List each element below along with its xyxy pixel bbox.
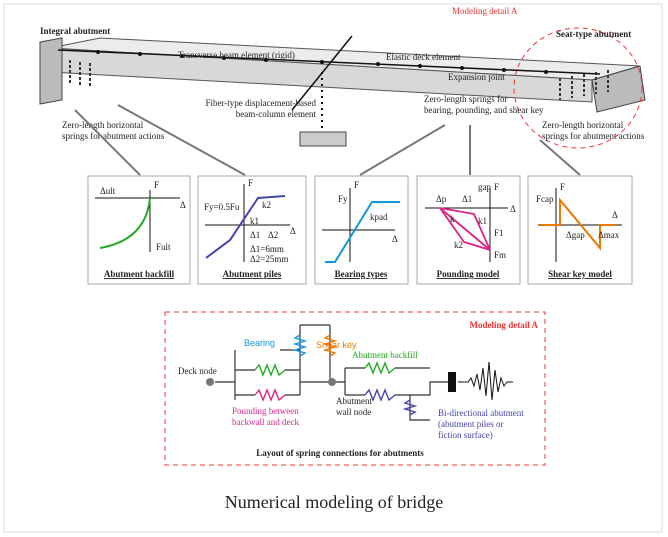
left-springs-label: springs for abutment actions: [62, 131, 165, 141]
axis-label: Fy=0.5Fu: [204, 202, 240, 212]
joint-label: Expansion joint: [448, 72, 505, 82]
fiber-label: beam-column element: [236, 109, 317, 119]
axis-label: Δ1: [250, 230, 260, 240]
detail-tag: Modeling detail A: [452, 6, 518, 16]
bidir-label: fiction surface): [438, 430, 493, 440]
axis-label: k1: [250, 216, 259, 226]
axis-label: F: [494, 182, 499, 192]
node: [320, 60, 324, 64]
panel: [417, 176, 520, 284]
axis-label: Δ: [180, 200, 186, 210]
axis-label: Δ: [290, 226, 296, 236]
pounding-label: backwall and deck: [232, 417, 299, 427]
axis-label: k2: [262, 200, 271, 210]
transverse-label: Transverse beam element (rigid): [178, 50, 295, 60]
detail-title: Modeling detail A: [469, 320, 538, 330]
panel-title: Bearing types: [335, 269, 388, 279]
axis-label: Δult: [100, 186, 116, 196]
node: [376, 62, 380, 66]
axis-label: Δ1: [462, 194, 472, 204]
axis-label: F1: [494, 228, 504, 238]
axis-label: F: [154, 180, 159, 190]
page: html,body{margin:0;padding:0;width:668px…: [0, 0, 668, 537]
deck-node: [206, 378, 214, 386]
deck-label: Elastic deck element: [386, 52, 461, 62]
wall-node: [328, 378, 336, 386]
pounding-label: Pounding between: [232, 406, 299, 416]
axis-label: Δp: [436, 194, 447, 204]
body: {"figure":{ "top":{"integral":"Integral …: [0, 0, 668, 537]
right-springs-label: springs for abutment actions: [542, 131, 645, 141]
axis-label: Fult: [156, 242, 171, 252]
node: [544, 70, 548, 74]
axis-label: kpad: [370, 212, 388, 222]
axis-label: Δ: [612, 210, 618, 220]
axis-label: F: [560, 182, 565, 192]
axis-label: F: [248, 178, 253, 188]
bidir-label: Bi-directional abutment: [438, 408, 524, 418]
axis-label: Fy: [338, 194, 348, 204]
bearing-label: Bearing: [244, 338, 275, 348]
backfill-label: Abutment backfill: [352, 350, 418, 360]
axis-label: Δ: [510, 204, 516, 214]
axis-label: Δmax: [598, 230, 620, 240]
node: [138, 52, 142, 56]
axis-label: F: [354, 180, 359, 190]
axis-label: Δ2=25mm: [250, 254, 288, 264]
panel-title: Pounding model: [437, 269, 500, 279]
detail-box: [165, 312, 545, 465]
bearing-springs-label: bearing, pounding, and shear key: [424, 105, 544, 115]
bidir-label: (abutment piles or: [438, 419, 503, 429]
panel-title: Abutment piles: [223, 269, 282, 279]
right-springs-label: Zero-length horizontal: [542, 120, 624, 130]
figure: Modeling detail A Integral abutment Seat…: [0, 0, 668, 537]
axis-label: gap: [478, 182, 491, 192]
caption: Numerical modeling of bridge: [225, 492, 443, 512]
axis-label: Fm: [494, 250, 506, 260]
wall-node-label: wall node: [336, 407, 371, 417]
node: [460, 66, 464, 70]
axis-label: k1: [478, 216, 487, 226]
axis-label: Δ: [392, 234, 398, 244]
seat-label: Seat-type abutment: [556, 29, 631, 39]
deck-node-label: Deck node: [178, 366, 217, 376]
wall-node-label: Abutment: [336, 396, 372, 406]
panel-title: Abutment backfill: [104, 269, 175, 279]
panel-title: Shear key model: [548, 269, 612, 279]
ground: [448, 372, 456, 392]
axis-label: k2: [454, 240, 463, 250]
pile-cap: [300, 132, 346, 146]
integral-label: Integral abutment: [40, 26, 110, 36]
fiber-label: Fiber-type displacement-based: [205, 98, 316, 108]
axis-label: Δgap: [566, 230, 585, 240]
axis-label: Δ1=6mm: [250, 244, 284, 254]
axis-label: Fcap: [536, 194, 554, 204]
shear-key-label: Shear key: [316, 340, 357, 350]
node: [418, 64, 422, 68]
axis-label: k: [450, 214, 455, 224]
detail-caption: Layout of spring connections for abutmen…: [256, 448, 424, 458]
left-springs-label: Zero-length horizontal: [62, 120, 144, 130]
left-abutment: [40, 38, 62, 104]
bearing-springs-label: Zero-length springs for: [424, 94, 507, 104]
node: [96, 50, 100, 54]
axis-label: Δ2: [268, 230, 278, 240]
